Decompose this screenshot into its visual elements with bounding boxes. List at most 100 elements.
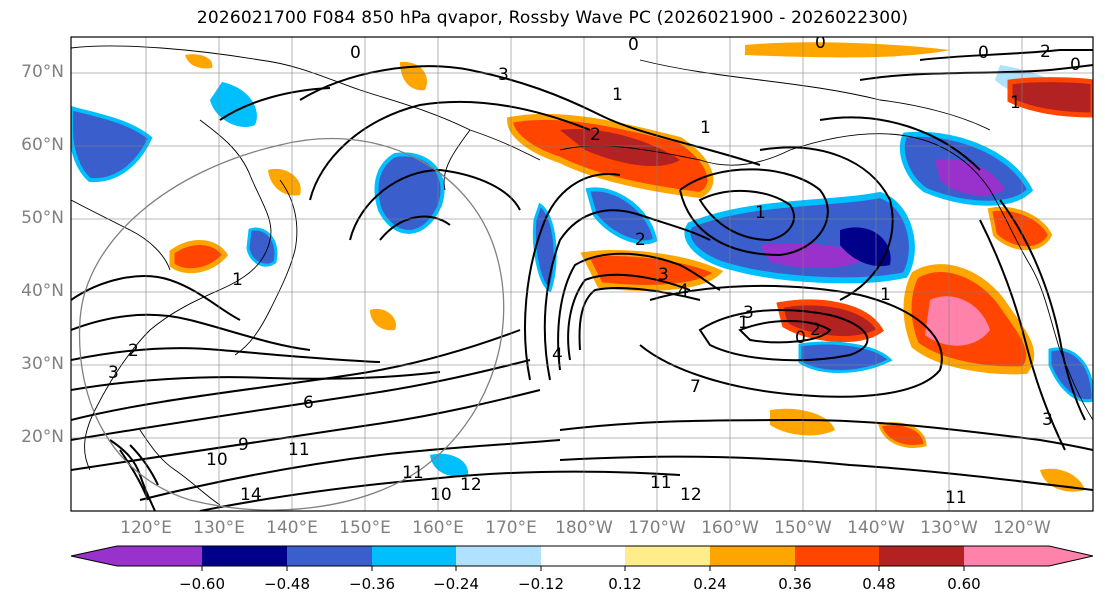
shading-layer — [71, 42, 1093, 492]
lon-label: 150°W — [774, 518, 832, 538]
contour-label: 3 — [658, 265, 669, 285]
colorbar-tick-label: −0.48 — [264, 575, 310, 593]
colorbar-segment — [710, 546, 795, 566]
shade-darkred — [560, 129, 680, 167]
reference-circle — [78, 137, 505, 511]
contour-label: 14 — [240, 485, 262, 505]
lat-label: 50°N — [21, 208, 64, 228]
shade-orange — [268, 168, 301, 196]
lon-label: 120°W — [993, 518, 1051, 538]
shade-blue — [532, 202, 557, 293]
colorbar-segment — [287, 546, 372, 566]
contour-label: 0 — [978, 43, 989, 63]
contour-label: 10 — [206, 450, 228, 470]
shade-blue — [71, 105, 153, 183]
shade-blue — [210, 82, 257, 128]
colorbar-segment — [202, 546, 287, 566]
shade-blue — [246, 227, 278, 267]
contour-label: 9 — [238, 435, 249, 455]
shade-orange — [878, 422, 927, 448]
colorbar-segment — [879, 546, 964, 566]
lon-label: 170°E — [485, 518, 537, 538]
contour-label: 1 — [612, 85, 623, 105]
colorbar-segment — [372, 546, 456, 566]
contour-label: 2 — [810, 320, 821, 340]
contour-label: 4 — [678, 281, 689, 301]
colorbar-tick-label: −0.36 — [349, 575, 395, 593]
colorbar-segment — [964, 546, 1049, 566]
shade-pink — [925, 296, 990, 346]
lon-label: 120°E — [120, 518, 172, 538]
lon-label: 140°E — [266, 518, 318, 538]
shade-orange — [770, 408, 835, 436]
shade-navy — [840, 227, 891, 267]
contour-label: 1 — [738, 313, 749, 333]
contour-label: 2 — [635, 230, 646, 250]
lon-label: 140°W — [847, 518, 905, 538]
contour-label: 1 — [1010, 93, 1021, 113]
contour-label: 1 — [880, 285, 891, 305]
shade-blue — [585, 187, 658, 245]
colorbar-segment — [541, 546, 625, 566]
contour-label: 4 — [552, 345, 563, 365]
shade-blue — [1048, 347, 1093, 403]
contour-label: 11 — [945, 488, 967, 508]
contour-label: 0 — [350, 43, 361, 63]
shade-purple — [760, 243, 870, 268]
shade-blue — [798, 341, 893, 373]
lon-label: 160°E — [412, 518, 464, 538]
colorbar-tick-label: 0.24 — [693, 575, 727, 593]
contour-label: 10 — [430, 485, 452, 505]
contour-label: 0 — [628, 35, 639, 55]
colorbar-segment — [71, 546, 117, 566]
contour-label: 3 — [743, 303, 754, 323]
colorbar-tick-label: 0.48 — [862, 575, 896, 593]
colorbar-tick-label: 0.36 — [778, 575, 812, 593]
colorbar-segment — [117, 546, 202, 566]
shade-orange — [169, 240, 229, 274]
shade-orange — [370, 308, 396, 331]
shade-red — [580, 250, 724, 291]
colorbar-tick-label: −0.24 — [433, 575, 479, 593]
contour-label: 7 — [690, 377, 701, 397]
contour-label: 2 — [590, 125, 601, 145]
colorbar-tick-label: 0.60 — [947, 575, 981, 593]
colorbar-segment — [625, 546, 710, 566]
contour-label: 12 — [680, 485, 702, 505]
colorbar-tick-label: 0.12 — [608, 575, 642, 593]
colorbar-segment — [1049, 546, 1093, 566]
lon-label: 170°W — [628, 518, 686, 538]
lon-label: 160°W — [701, 518, 759, 538]
plot-frame — [70, 36, 1094, 512]
map-title: 2026021700 F084 850 hPa qvapor, Rossby W… — [196, 8, 909, 28]
contour-label: 3 — [108, 363, 119, 383]
contour-label: 2 — [1040, 42, 1051, 62]
lat-label: 30°N — [21, 354, 64, 374]
contour-label: 6 — [303, 393, 314, 413]
contour-label: 1 — [700, 118, 711, 138]
lat-label: 60°N — [21, 135, 64, 155]
colorbar — [70, 545, 1094, 571]
contour-label: 1 — [755, 203, 766, 223]
lon-label: 130°E — [193, 518, 245, 538]
contour-label: 0 — [795, 328, 806, 348]
colorbar-segment — [795, 546, 879, 566]
colorbar-outline — [70, 545, 1094, 567]
shade-darkred — [1007, 77, 1093, 118]
contour-label: 11 — [288, 440, 310, 460]
lat-label: 70°N — [21, 62, 64, 82]
contour-label: 3 — [1042, 410, 1053, 430]
shade-orange — [745, 42, 950, 58]
lon-label: 150°E — [339, 518, 391, 538]
lat-label: 40°N — [21, 281, 64, 301]
contour-label: 11 — [402, 463, 424, 483]
lon-label: 130°W — [920, 518, 978, 538]
shade-blue — [374, 152, 445, 234]
lat-label: 20°N — [21, 427, 64, 447]
contour-label: 2 — [128, 341, 139, 361]
shade-orange — [185, 54, 213, 69]
contour-label: 0 — [815, 33, 826, 53]
coastlines — [71, 45, 1093, 506]
colorbar-tick-label: −0.60 — [179, 575, 225, 593]
